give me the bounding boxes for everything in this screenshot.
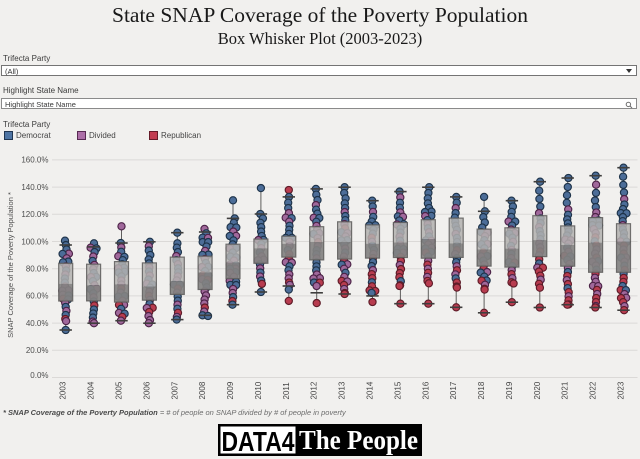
svg-text:120.0%: 120.0% [21, 210, 48, 219]
svg-text:2023: 2023 [617, 381, 626, 399]
svg-text:2018: 2018 [477, 381, 486, 399]
svg-text:2009: 2009 [226, 381, 235, 399]
svg-text:2004: 2004 [87, 381, 96, 399]
svg-text:2008: 2008 [198, 381, 207, 399]
svg-text:2006: 2006 [142, 381, 151, 399]
svg-text:2022: 2022 [589, 381, 598, 399]
svg-text:2010: 2010 [254, 381, 263, 399]
svg-text:160.0%: 160.0% [21, 156, 48, 165]
svg-text:SNAP Coverage of the Poverty P: SNAP Coverage of the Poverty Population … [6, 192, 15, 338]
svg-text:2019: 2019 [505, 381, 514, 399]
svg-text:100.0%: 100.0% [21, 237, 48, 246]
svg-text:2015: 2015 [393, 381, 402, 399]
svg-text:2007: 2007 [170, 381, 179, 399]
svg-text:2020: 2020 [533, 381, 542, 399]
svg-text:2011: 2011 [282, 382, 291, 400]
svg-text:2014: 2014 [366, 381, 375, 399]
svg-text:140.0%: 140.0% [21, 183, 48, 192]
svg-text:2013: 2013 [338, 381, 347, 399]
svg-text:2003: 2003 [59, 381, 68, 399]
svg-text:2012: 2012 [310, 381, 319, 399]
svg-text:0.0%: 0.0% [30, 371, 48, 380]
svg-text:60.0%: 60.0% [26, 292, 49, 301]
svg-text:80.0%: 80.0% [26, 265, 49, 274]
svg-text:2016: 2016 [421, 381, 430, 399]
svg-text:DATA4: DATA4 [222, 426, 295, 457]
svg-text:2005: 2005 [115, 381, 124, 399]
svg-text:2017: 2017 [449, 381, 458, 399]
svg-text:2021: 2021 [561, 381, 570, 399]
svg-text:20.0%: 20.0% [26, 346, 49, 355]
svg-text:The People: The People [299, 425, 418, 455]
svg-text:40.0%: 40.0% [26, 319, 49, 328]
